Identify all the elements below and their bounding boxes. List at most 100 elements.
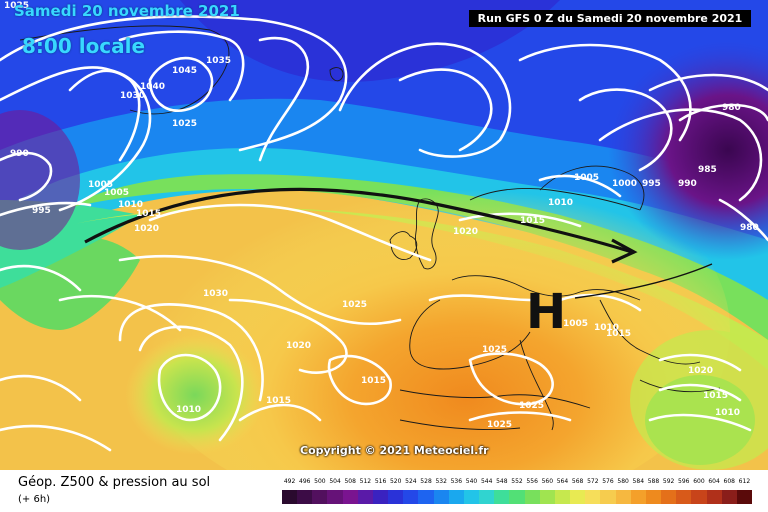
legend-swatch [388,490,404,504]
legend-swatch [645,490,662,504]
legend-value-label: 604 [708,478,720,485]
pressure-label: 990 [10,149,29,159]
legend-swatch [554,490,571,504]
legend-swatch [357,490,374,504]
legend-value-label: 564 [556,478,569,485]
legend-value-label: 596 [678,478,690,485]
legend-title: Géop. Z500 & pression au sol [18,475,211,490]
legend-swatch [676,490,692,504]
legend-swatch [661,490,677,504]
legend-swatch [721,490,738,504]
legend-value-labels: 492 496 500 504 508 512 516 520 524 528 532 536 540 5… [282,478,752,488]
pressure-label: 1025 [172,119,197,129]
pressure-label: 1000 [612,179,637,189]
legend-color-bar [282,490,753,504]
pressure-label: 1015 [703,391,728,401]
pressure-label: 990 [678,179,697,189]
legend-value-label: 592 [662,478,675,485]
east-green-core [645,375,755,465]
geopotential-map: 1025 1045 1035 1040 1030 1025 990 1005 1… [0,0,768,470]
legend-value-label: 584 [632,478,645,485]
legend-value-label: 552 [511,478,523,485]
pressure-label: 980 [740,223,759,233]
legend-value-label: 568 [571,478,584,485]
legend-swatch [706,490,723,504]
pressure-label: 1020 [453,227,478,237]
legend-offset: (+ 6h) [18,494,51,505]
pressure-label: 1025 [4,1,29,11]
legend-swatch [433,490,450,504]
legend-swatch [372,490,389,504]
legend-value-label: 536 [450,478,463,485]
pressure-label: 1035 [206,56,231,66]
pressure-label: 1015 [136,209,161,219]
forecast-local-time: 8:00 locale [22,34,146,58]
atlantic-cutoff-low [125,335,265,455]
legend-value-label: 532 [435,478,447,485]
legend-value-label: 612 [738,478,751,485]
legend-swatch [297,490,313,504]
pressure-label: 1020 [688,366,713,376]
warm-ridge [130,140,730,470]
legend-value-label: 520 [389,478,402,485]
forecast-date: Samedi 20 novembre 2021 [14,2,240,20]
track-arrow [84,187,713,299]
legend-swatch [736,490,753,504]
legend-value-label: 512 [359,478,372,485]
pressure-label: 1030 [120,91,145,101]
legend-swatch [282,490,298,504]
model-run-label: Run GFS 0 Z du Samedi 20 novembre 2021 [469,10,751,27]
pressure-labels: 1025 1045 1035 1040 1030 1025 990 1005 1… [4,1,759,430]
legend-swatch [509,490,526,504]
legend-swatch [327,490,344,504]
legend-swatch [479,490,495,504]
pressure-label: 1015 [266,396,291,406]
legend-value-label: 540 [465,478,478,485]
legend-swatch [570,490,586,504]
pressure-label: 1015 [606,329,631,339]
pressure-label: 980 [722,103,741,113]
legend-value-label: 528 [420,478,432,485]
legend-value-label: 524 [405,478,417,485]
legend-swatch [342,490,359,504]
legend-value-label: 544 [480,478,493,485]
blue-band [0,0,768,190]
legend-value-label: 556 [526,478,538,485]
legend-swatch [585,490,601,504]
legend-value-label: 580 [617,478,629,485]
legend-swatch [524,490,541,504]
pressure-label: 995 [32,206,51,216]
pressure-label: 1010 [176,405,201,415]
legend-swatch [463,490,480,504]
legend-swatch [403,490,419,504]
legend-value-label: 608 [723,478,735,485]
pressure-label: 1030 [203,289,228,299]
legend-value-label: 508 [344,478,356,485]
pressure-label: 1015 [361,376,386,386]
pressure-label: 1010 [548,198,573,208]
pressure-label: 1005 [574,173,599,183]
legend-value-label: 492 [283,478,296,485]
northwest-low [0,110,80,250]
legend-value-label: 560 [541,478,554,485]
pressure-label: 1020 [134,224,159,234]
legend-value-label: 588 [647,478,660,485]
pressure-label: 1010 [118,200,143,210]
legend-swatch [615,490,632,504]
pressure-label: 1025 [482,345,507,355]
legend-swatch [494,490,510,504]
legend-swatch [312,490,328,504]
pressure-label: 995 [642,179,661,189]
legend-value-label: 576 [602,478,614,485]
pressure-label: 1045 [172,66,197,76]
north-blue-patch [180,0,560,82]
pressure-label: 1015 [520,216,545,226]
pressure-label: 1025 [487,420,512,430]
legend-value-label: 600 [693,478,705,485]
legend-value-label: 516 [374,478,387,485]
legend-swatch [418,490,435,504]
pressure-label: 1005 [88,180,113,190]
legend-swatch [600,490,617,504]
pressure-label: 1025 [342,300,367,310]
